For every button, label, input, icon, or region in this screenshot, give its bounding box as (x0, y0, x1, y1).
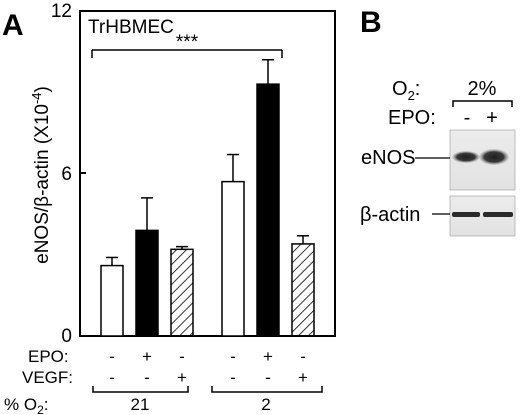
panel-label-a: A (2, 9, 24, 42)
epo-sign-4: - (230, 347, 236, 366)
bar-6 (291, 243, 315, 337)
group-bracket-21 (92, 386, 189, 393)
panel-label-b: B (360, 6, 382, 39)
group-bracket-2 (211, 386, 323, 393)
row-label-epo: EPO: (28, 347, 69, 366)
vegf-sign-2: - (144, 368, 150, 387)
row-label-o2: % O2: (4, 395, 48, 415)
bar-5 (256, 83, 280, 337)
blot-o2-label: O2: (392, 78, 420, 103)
actin-band-plus (483, 212, 513, 217)
blot-o2-bracket (452, 100, 513, 107)
epo-sign-1: - (109, 347, 115, 366)
blot-epo-label: EPO: (388, 107, 436, 129)
epo-sign-6: - (300, 347, 306, 366)
vegf-sign-6: + (298, 368, 308, 387)
condition-signs: - - + - - + - - + - - + (109, 347, 308, 387)
blot-o2-value: 2% (468, 78, 497, 100)
vegf-sign-5: - (265, 368, 271, 387)
cell-line-label: TrHBMEC (88, 17, 174, 38)
bar-3 (170, 248, 194, 337)
vegf-sign-4: - (230, 368, 236, 387)
actin-band-minus (452, 212, 480, 217)
epo-sign-2: + (142, 347, 152, 366)
enos-band-plus (479, 149, 509, 165)
blot-epo-minus: - (464, 107, 471, 129)
row-label-vegf: VEGF: (22, 368, 73, 387)
bar-2 (135, 229, 159, 337)
vegf-sign-3: + (177, 368, 187, 387)
significance-stars: *** (176, 32, 199, 53)
group-label-21: 21 (131, 395, 150, 414)
bar-4 (221, 180, 245, 337)
bar-series (100, 59, 315, 337)
y-tick-label-12: 12 (51, 1, 72, 22)
bar-1 (100, 264, 124, 337)
enos-label: eNOS (361, 147, 415, 169)
enos-band-minus (452, 151, 480, 163)
actin-label: β-actin (360, 204, 420, 226)
y-tick-label-6: 6 (61, 164, 72, 185)
y-axis-label: eNOS/β-actin (X10-4) (29, 86, 53, 264)
blot-epo-plus: + (486, 107, 498, 129)
y-tick-label-0: 0 (61, 326, 72, 347)
vegf-sign-1: - (109, 368, 115, 387)
group-label-2: 2 (261, 395, 270, 414)
epo-sign-3: - (179, 347, 185, 366)
epo-sign-5: + (263, 347, 273, 366)
